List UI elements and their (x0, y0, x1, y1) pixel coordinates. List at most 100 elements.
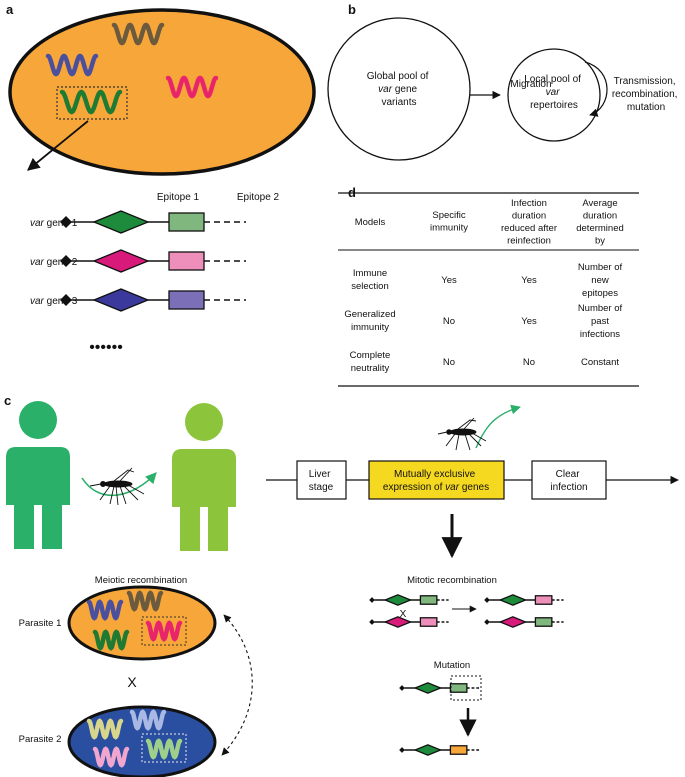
var-gene-label: var gene 1 (30, 218, 78, 229)
local-pool-label: Local pool of var repertoires (524, 74, 584, 111)
clear-infection-label: Clear infection (550, 469, 587, 493)
table-header-cell: Specific immunity (430, 210, 468, 234)
panel-letter-b: b (348, 2, 356, 17)
p2-wave-lightblue (129, 709, 167, 731)
mutation-title: Mutation (434, 660, 470, 671)
transmission-arrow (81, 472, 157, 497)
migration-label: Migration (510, 79, 551, 90)
parasite-1-label: Parasite 1 (19, 618, 62, 629)
p1-wave-green (92, 629, 130, 651)
parasite-2-label: Parasite 2 (19, 734, 62, 745)
var-gene-wave-brown (111, 22, 165, 46)
liver-stage-box (296, 460, 347, 500)
table-header-cell: Models (355, 217, 386, 228)
panel-letter-c: c (4, 393, 11, 408)
epitope-2-box (419, 617, 438, 627)
mitotic-recombination-genes (369, 594, 564, 628)
p1-selected-box (141, 616, 187, 646)
mitotic-recombination-title: Mitotic recombination (407, 575, 497, 586)
epitope-1-diamond (92, 210, 150, 234)
table-average-cell: Number of past infections (578, 303, 623, 340)
epitope-2-box (449, 745, 468, 755)
var-gene-label: var gene 3 (30, 296, 78, 307)
epitope-2-box (419, 595, 438, 605)
local-pool-circle (507, 48, 601, 142)
var-gene-rows: var gene 1 var gene 2 var gene 3 (30, 210, 246, 312)
panel-b: b Global pool of var gene variants Migra… (327, 2, 680, 161)
table-average-cell: Constant (581, 357, 619, 368)
epitope-2-label: Epitope 2 (237, 192, 280, 203)
epitope-1-diamond (413, 744, 443, 756)
epitope-1-diamond (383, 616, 413, 628)
epitope-1-diamond (498, 616, 528, 628)
mutation-site-box (450, 675, 482, 701)
liver-stage-label: Liver stage (309, 469, 334, 493)
epitope-1-diamond (383, 594, 413, 606)
table-specific-cell: No (443, 357, 455, 368)
mosquito-icon (89, 467, 145, 506)
table-specific-cell: No (443, 316, 455, 327)
p2-wave-lightgreen (145, 738, 183, 760)
table-header-cell: Infection duration reduced after reinfectio… (501, 198, 557, 247)
epitope-1-diamond (92, 249, 150, 273)
p1-wave-brown (126, 590, 164, 612)
table-reduced-cell: Yes (521, 316, 537, 327)
more-genes-ellipsis: •••••• (89, 339, 123, 356)
p2-wave-yellow (86, 718, 124, 740)
epitope-2-box (534, 595, 553, 605)
table-average-cell: Number of new epitopes (578, 262, 623, 299)
epitope-2-box (168, 251, 205, 271)
gene-before-mutation (399, 682, 481, 694)
panel-d: d ModelsSpecificimmunityInfectionduratio… (338, 185, 639, 387)
loop-label: Transmission, recombination, mutation (612, 76, 680, 113)
meiotic-recombination-title: Meiotic recombination (95, 575, 187, 586)
panel-letter-a: a (6, 2, 14, 17)
mitotic-cross-symbol: X (400, 609, 407, 620)
mosquito-exit-arrow (475, 404, 521, 449)
mutation-genes (399, 682, 481, 756)
table-model-cell: Generalized immunity (344, 309, 395, 333)
var-gene-wave-magenta (165, 75, 219, 99)
clear-infection-box (531, 460, 607, 500)
exchange-arrow (221, 614, 253, 756)
var-gene-construct (60, 288, 246, 312)
models-table: Models Specific immunity Infection duration r… (344, 198, 623, 374)
human-host-left (6, 401, 70, 549)
epitope-2-box (534, 617, 553, 627)
table-specific-cell: Yes (441, 275, 457, 286)
epitope-1-diamond (92, 288, 150, 312)
global-pool-circle (327, 17, 471, 161)
human-host-right (172, 403, 236, 551)
recombinant-gene-b (484, 616, 564, 628)
p2-selected-box (141, 733, 187, 763)
zoom-arrow (27, 120, 89, 171)
table-reduced-cell: No (523, 357, 535, 368)
panel-c: c Liver stage Mutually e (4, 393, 679, 777)
p2-wave-pink (92, 746, 130, 768)
mitotic-gene-b (369, 616, 449, 628)
table-model-cell: Immune selection (351, 268, 389, 292)
mosquito-icon-2 (437, 417, 487, 451)
gene-after-mutation (399, 744, 481, 756)
var-expression-box (368, 460, 505, 500)
epitope-1-diamond (413, 682, 443, 694)
table-header-cell: Average duration determined by (576, 198, 624, 247)
p1-wave-blue (86, 599, 124, 621)
table-model-cell: Complete neutrality (350, 350, 391, 374)
var-gene-construct (60, 249, 246, 273)
cross-symbol: X (127, 674, 137, 690)
var-gene-wave-blue (45, 53, 99, 77)
global-pool-label: Global pool of var gene variants (367, 71, 432, 108)
epitope-2-box (449, 683, 468, 693)
table-reduced-cell: Yes (521, 275, 537, 286)
epitope-2-box (168, 290, 205, 310)
epitope-2-box (168, 212, 205, 232)
var-gene-label: var gene 2 (30, 257, 78, 268)
var-gene-construct (60, 210, 246, 234)
p1-wave-magenta (145, 620, 183, 642)
epitope-1-diamond (498, 594, 528, 606)
selected-gene-box (56, 86, 128, 120)
parasite-cell (8, 8, 316, 176)
